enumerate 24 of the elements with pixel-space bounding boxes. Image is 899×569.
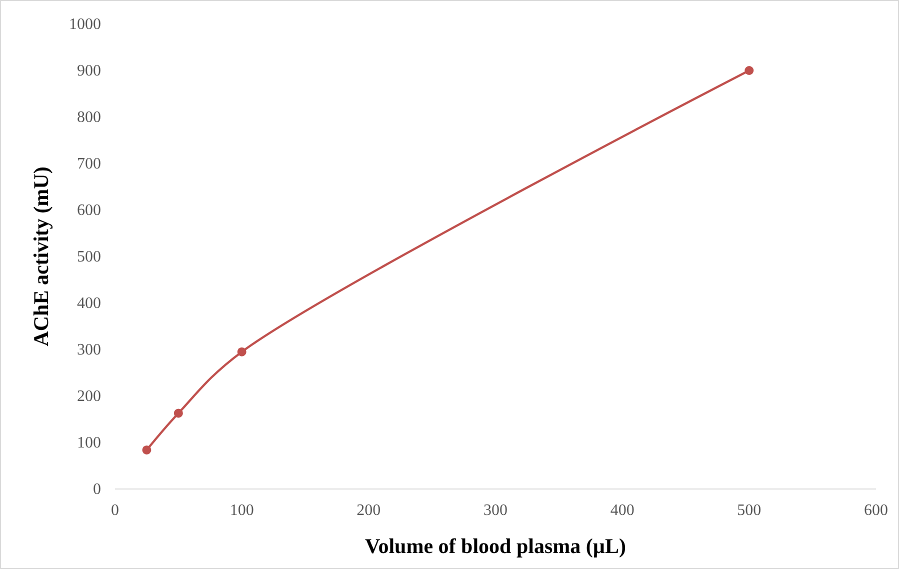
point <box>174 408 183 418</box>
point <box>744 66 754 75</box>
y-tick-label: 900 <box>77 62 101 80</box>
y-tick-label: 200 <box>77 388 101 405</box>
y-axis-title: AChE activity (mU) <box>29 166 53 346</box>
x-tick-label: 600 <box>864 502 888 519</box>
x-tick-label: 400 <box>610 502 634 519</box>
y-tick-label: 400 <box>77 295 101 312</box>
x-tick-label: 0 <box>111 502 119 519</box>
y-tick-label: 300 <box>77 342 101 358</box>
x-tick-label: 300 <box>484 502 508 519</box>
x-tick-label: 100 <box>230 502 254 519</box>
y-tick-label: 500 <box>77 248 101 266</box>
point <box>237 347 246 356</box>
x-tick-label: 200 <box>356 502 381 519</box>
y-tick-label: 100 <box>77 434 101 452</box>
y-tick-label: 700 <box>77 156 101 172</box>
point <box>142 445 152 454</box>
y-tick-label: 800 <box>77 109 101 126</box>
y-tick-label: 600 <box>77 202 101 219</box>
x-axis-title: Volume of blood plasma (µL) <box>364 534 626 558</box>
y-tick-label: 1000 <box>69 16 101 33</box>
x-tick-label: 500 <box>737 502 762 519</box>
y-tick-label: 0 <box>93 481 101 498</box>
